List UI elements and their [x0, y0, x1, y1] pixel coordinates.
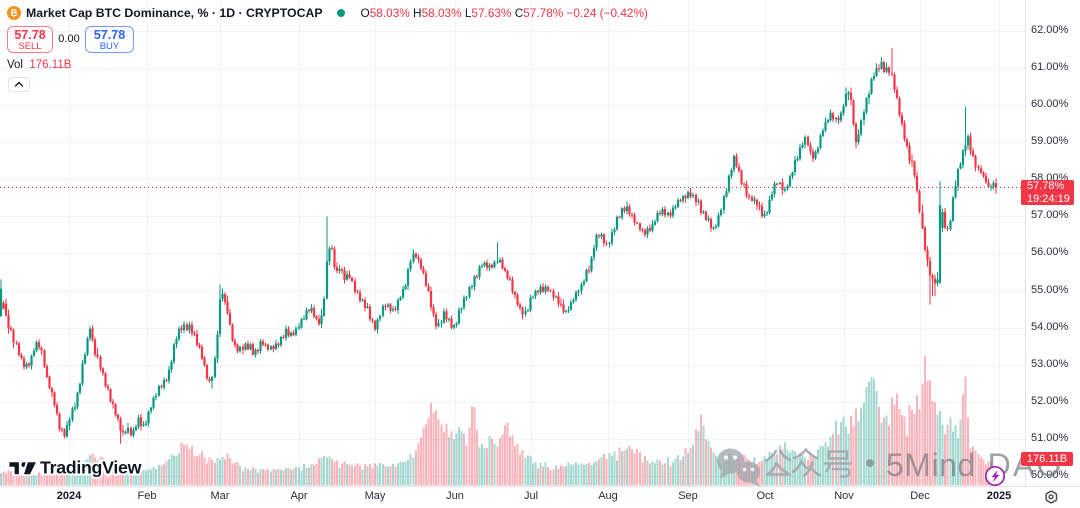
svg-text:B: B: [11, 8, 18, 19]
svg-text:TradingView: TradingView: [40, 458, 142, 478]
